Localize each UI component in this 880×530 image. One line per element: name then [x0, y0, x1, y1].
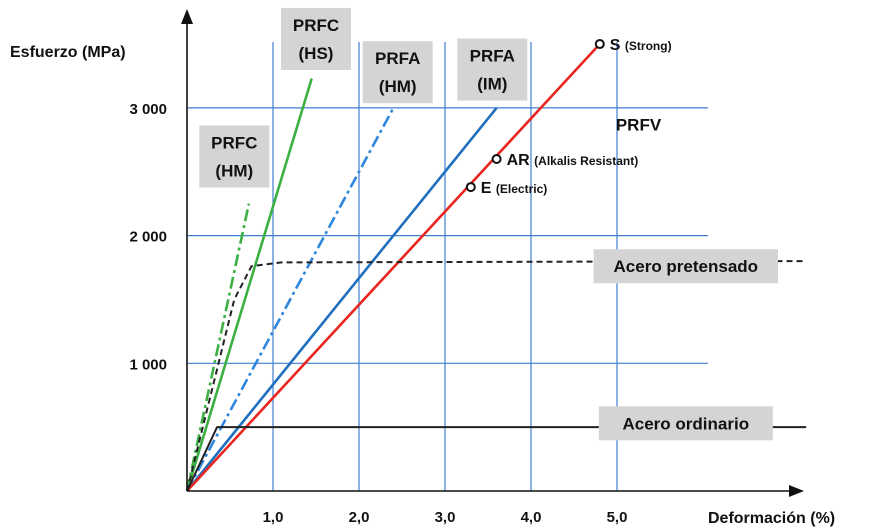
label-text: (HS): [299, 44, 334, 63]
label-box: [362, 41, 433, 104]
series-lines: [185, 43, 807, 492]
series-labels: PRFC (HS) PRFA (HM) PRFA (IM) PRFC (HM) PRFV Acer…: [199, 7, 778, 441]
label-prfc-hm: PRFC (HM): [199, 125, 270, 188]
marker-label: AR (Alkalis Resistant): [507, 152, 639, 169]
marker-code: E: [481, 180, 496, 197]
x-axis-arrowhead: [789, 485, 804, 497]
label-text: PRFV: [616, 116, 662, 135]
label-prfv: PRFV: [616, 116, 662, 135]
marker-ar: AR (Alkalis Resistant): [491, 152, 639, 169]
label-box: [281, 7, 351, 70]
marker-note: (Electric): [496, 182, 547, 196]
fiber-type-markers: S (Strong) AR (Alkalis Resistant) E (Elect…: [465, 37, 672, 197]
grid: [187, 42, 708, 491]
y-axis-label: Esfuerzo (MPa): [10, 44, 126, 61]
series-acero-pretensado: [186, 260, 807, 492]
label-text: PRFC: [211, 133, 257, 152]
marker-label: E (Electric): [481, 180, 547, 197]
y-tick-label: 2 000: [129, 229, 167, 246]
marker-code: S: [610, 37, 625, 54]
label-acero-pretensado: Acero pretensado: [593, 249, 778, 284]
x-tick-label: 5,0: [607, 509, 628, 526]
label-text: (HM): [215, 161, 253, 180]
y-tick-label: 3 000: [129, 101, 167, 118]
x-tick-label: 3,0: [435, 509, 456, 526]
x-tick-label: 1,0: [263, 509, 284, 526]
marker-note: (Strong): [625, 39, 672, 53]
marker-point: [491, 153, 502, 164]
label-box: [593, 249, 778, 284]
series-prfv: [186, 43, 601, 492]
label-text: PRFA: [470, 47, 515, 66]
label-prfc-hs: PRFC (HS): [281, 7, 351, 70]
x-tick-label: 2,0: [349, 509, 370, 526]
x-axis-label: Deformación (%): [708, 510, 835, 527]
label-prfa-im: PRFA (IM): [457, 38, 528, 101]
label-text: (IM): [477, 75, 507, 94]
x-tick-label: 4,0: [521, 509, 542, 526]
marker-e: E (Electric): [465, 180, 547, 197]
label-box: [457, 38, 528, 101]
marker-point: [465, 182, 476, 193]
label-text: Acero ordinario: [623, 414, 750, 433]
marker-point: [594, 39, 605, 50]
label-box: [598, 406, 773, 441]
label-text: (HM): [379, 77, 417, 96]
marker-note: (Alkalis Resistant): [534, 154, 638, 168]
label-acero-ordinario: Acero ordinario: [598, 406, 773, 441]
axes: [181, 9, 804, 497]
label-text: Acero pretensado: [614, 257, 759, 276]
label-box: [199, 125, 270, 188]
label-text: PRFA: [375, 49, 420, 68]
marker-label: S (Strong): [610, 37, 672, 54]
series-prfc-hm: [185, 203, 251, 492]
marker-code: AR: [507, 152, 535, 169]
tick-labels: 1 000 2 000 3 000 1,0 2,0 3,0 4,0 5,0: [129, 101, 627, 526]
y-axis-arrowhead: [181, 9, 193, 24]
label-prfa-hm: PRFA (HM): [362, 41, 433, 104]
label-text: PRFC: [293, 16, 339, 35]
y-tick-label: 1 000: [129, 356, 167, 373]
series-prfc-hs: [185, 78, 313, 492]
marker-s: S (Strong): [594, 37, 672, 54]
